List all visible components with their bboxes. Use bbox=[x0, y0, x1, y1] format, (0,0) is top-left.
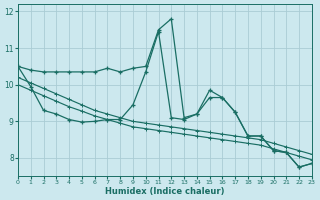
X-axis label: Humidex (Indice chaleur): Humidex (Indice chaleur) bbox=[105, 187, 225, 196]
